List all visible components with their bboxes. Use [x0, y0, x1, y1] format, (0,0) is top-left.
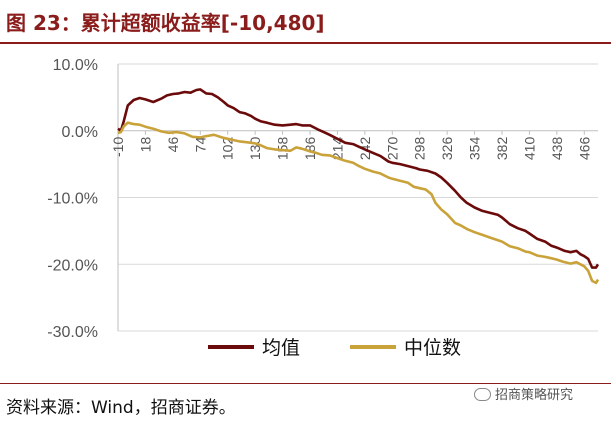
x-axis-tick-labels: -10 18 46 74 102 130 158 186 214 242 270 298 326 354 3… — [110, 130, 592, 161]
x-tick-label: 74 — [192, 137, 208, 153]
x-tick-label: 382 — [494, 137, 510, 161]
x-tick-label: 186 — [302, 137, 318, 161]
wechat-icon — [474, 388, 491, 401]
x-tick-label: 158 — [275, 137, 291, 161]
x-tick-label: 46 — [165, 137, 181, 153]
cumulative-excess-return-chart: 10.0% 0.0% -10.0% -20.0% -30.0% -10 18 46 74 102… — [47, 57, 600, 359]
title-divider — [0, 42, 611, 44]
gridlines — [118, 63, 598, 332]
x-tick-label: 466 — [576, 137, 592, 161]
legend-label: 均值 — [262, 337, 300, 359]
watermark-text: 招商策略研究 — [495, 388, 574, 403]
y-axis-tick-labels: 10.0% 0.0% -10.0% -20.0% -30.0% — [47, 57, 98, 341]
x-tick-label: 410 — [521, 137, 537, 161]
x-tick-label: 298 — [412, 137, 428, 161]
x-tick-label: 18 — [137, 137, 153, 153]
x-tick-label: 130 — [247, 137, 263, 161]
chart-title: 图 23：累计超额收益率[-10,480] — [6, 11, 325, 35]
series-line-0 — [117, 88, 600, 269]
y-tick-label: 10.0% — [53, 57, 98, 74]
x-tick-label: 354 — [467, 137, 483, 161]
source-note: 资料来源：Wind，招商证券。 — [6, 398, 236, 418]
legend: 均值 中位数 — [208, 337, 461, 359]
x-tick-label: 102 — [220, 137, 236, 161]
x-tick-label: 438 — [549, 137, 565, 161]
x-tick-label: 326 — [439, 137, 455, 161]
legend-label: 中位数 — [404, 337, 461, 359]
axes — [117, 64, 598, 331]
series-lines — [117, 88, 600, 285]
x-tick-label: 214 — [329, 137, 345, 161]
source-divider — [0, 383, 611, 384]
y-tick-label: -10.0% — [47, 191, 98, 208]
y-tick-label: -20.0% — [47, 257, 98, 274]
series-line-1 — [117, 121, 600, 285]
watermark: 招商策略研究 — [474, 384, 573, 403]
x-tick-label: 270 — [384, 137, 400, 161]
x-tick-label: -10 — [110, 137, 126, 157]
y-tick-label: -30.0% — [47, 324, 98, 341]
y-tick-label: 0.0% — [62, 124, 98, 141]
